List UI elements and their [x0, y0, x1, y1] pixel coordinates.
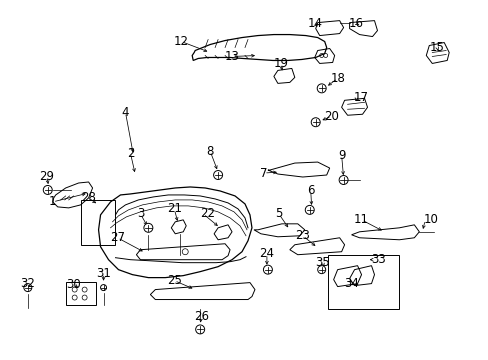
Text: 17: 17 — [353, 91, 368, 104]
Text: 32: 32 — [20, 277, 35, 290]
Circle shape — [310, 118, 320, 127]
Circle shape — [195, 325, 204, 334]
Text: 29: 29 — [39, 170, 54, 183]
Text: 10: 10 — [423, 213, 438, 226]
Circle shape — [213, 171, 222, 180]
Circle shape — [317, 266, 325, 274]
Text: 23: 23 — [295, 229, 309, 242]
Circle shape — [43, 185, 52, 194]
Text: 15: 15 — [429, 41, 444, 54]
Text: 1: 1 — [49, 195, 57, 208]
Text: 8: 8 — [206, 145, 213, 158]
Text: 16: 16 — [348, 17, 364, 30]
Text: 21: 21 — [166, 202, 182, 215]
Text: 11: 11 — [353, 213, 368, 226]
Circle shape — [101, 285, 106, 291]
Text: 31: 31 — [96, 267, 111, 280]
Text: 14: 14 — [306, 17, 322, 30]
Circle shape — [263, 265, 272, 274]
Text: 19: 19 — [273, 57, 288, 70]
Circle shape — [339, 176, 347, 184]
Text: 2: 2 — [126, 147, 134, 159]
Text: 20: 20 — [324, 110, 338, 123]
Circle shape — [317, 84, 325, 93]
Text: 27: 27 — [110, 231, 125, 244]
Circle shape — [24, 284, 32, 292]
Text: 25: 25 — [166, 274, 182, 287]
Text: 28: 28 — [81, 192, 96, 204]
Text: 12: 12 — [173, 35, 188, 48]
Text: 9: 9 — [337, 149, 345, 162]
Text: 30: 30 — [66, 278, 81, 291]
Text: 7: 7 — [260, 167, 267, 180]
Text: 6: 6 — [306, 184, 314, 197]
Text: 26: 26 — [193, 310, 208, 323]
Circle shape — [143, 223, 153, 232]
Text: 34: 34 — [344, 277, 358, 290]
Text: 3: 3 — [137, 207, 144, 220]
Text: 13: 13 — [224, 50, 239, 63]
Text: 5: 5 — [275, 207, 282, 220]
Text: 4: 4 — [122, 106, 129, 119]
Text: 18: 18 — [329, 72, 345, 85]
Circle shape — [305, 206, 314, 214]
Text: 24: 24 — [259, 247, 274, 260]
Text: 22: 22 — [199, 207, 214, 220]
Text: 35: 35 — [315, 256, 329, 269]
Text: 33: 33 — [370, 253, 385, 266]
